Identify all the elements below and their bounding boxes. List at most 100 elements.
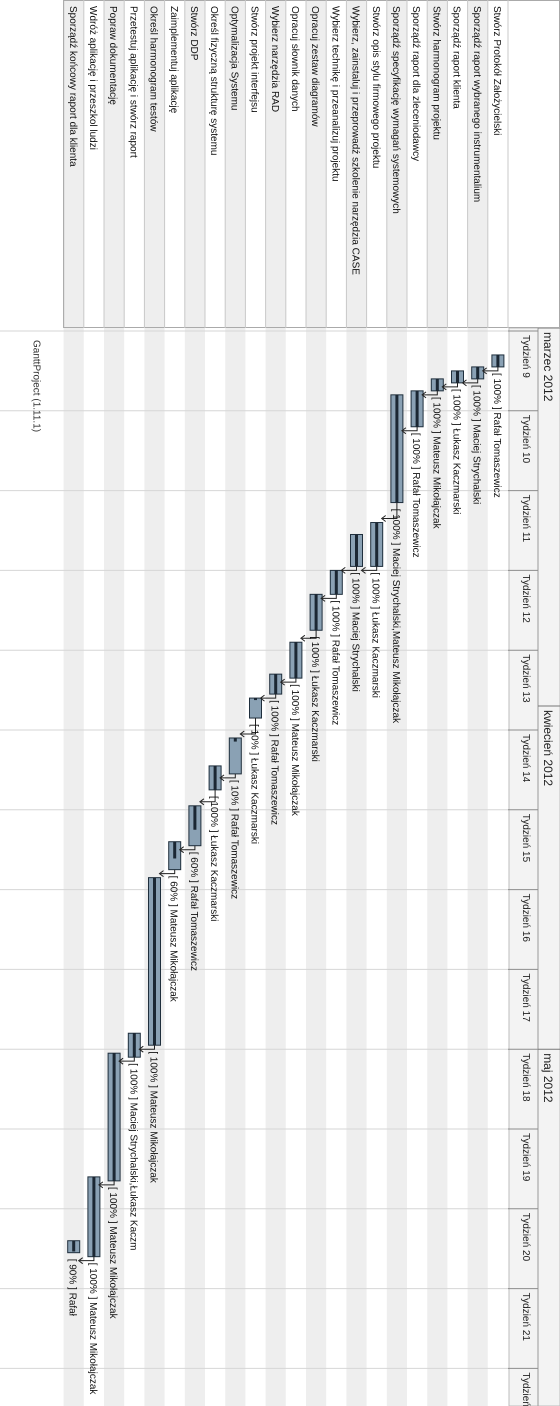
task-progress [274, 674, 278, 695]
row-stripe [184, 0, 205, 1406]
dependency-arrowhead [441, 383, 447, 391]
dependency-arrowhead [380, 515, 386, 522]
dependency-arrow [79, 1256, 95, 1262]
task-label: [ 100% ] Rafał Tomaszewicz [329, 600, 340, 725]
task-name: Wybierz technikę i przeanalizuj projektu [329, 6, 340, 182]
week-label: Tydzień 21 [520, 1293, 531, 1342]
task-progress [476, 366, 480, 379]
dependency-arrow [180, 845, 196, 851]
week-label: Tydzień 17 [520, 973, 531, 1022]
task-progress [112, 1053, 116, 1181]
task-name: Przetestuj aplikację i stwórz raport [127, 6, 138, 158]
task-progress [233, 737, 237, 742]
week-label: Tydzień 15 [520, 814, 531, 863]
task-label: [ 100% ] Mateusz Mikołajczak [107, 1187, 118, 1320]
dependency-arrowhead [138, 1045, 144, 1053]
task-name: Określ harmonogram testów [148, 6, 159, 132]
task-name: Sporządź specyfikację wymagań systemowyc… [390, 6, 401, 214]
task-label: [ 100% ] Maciej Strychalski,Łukasz Kaczm [127, 1063, 138, 1250]
task-name: Stwórz DDP [188, 6, 199, 61]
dependency-arrow [221, 773, 236, 779]
week-label: Tydzień 18 [520, 1053, 531, 1102]
task-bars [67, 354, 505, 1265]
dependency-arrowhead [421, 391, 427, 399]
week-label: Tydzień 9 [520, 335, 531, 378]
task-label: [ 100% ] Łukasz Kaczmarski [451, 389, 462, 515]
task-label: [ 60% ] Mateusz Mikołajczak [168, 876, 179, 1003]
dependency-arrow [342, 566, 357, 571]
task-bar [249, 697, 262, 719]
task-name: Wybierz narzędzia RAD [269, 6, 280, 112]
dependency-arrow [483, 366, 499, 372]
task-name: Sporządź raport dla zleceniodawcy [410, 6, 421, 161]
task-labels: [ 100% ] Rafał Tomaszewicz [ 100% ] Macie… [67, 373, 502, 1395]
dependency-arrowhead [360, 567, 366, 574]
task-name: Optymalizacja Systemu [228, 6, 239, 110]
task-name: Stwórz opis stylu firmowego projektu [370, 6, 381, 168]
week-label: Tydzień 19 [520, 1133, 531, 1182]
dependency-arrowhead [219, 774, 225, 782]
task-label: [ 100% ] Rafał Tomaszewicz [269, 700, 280, 825]
task-name: Stwórz Protokół Założycielski [491, 6, 502, 135]
dependency-arrow [140, 1045, 155, 1050]
grid-lines [0, 0, 508, 1369]
task-progress [153, 877, 156, 1046]
task-label: [ 60% ] Rafał Tomaszewicz [188, 852, 199, 971]
row-stripe [265, 0, 286, 1406]
month-label: marzec 2012 [541, 332, 555, 402]
row-stripe [305, 0, 327, 1406]
task-progress [92, 1176, 96, 1257]
dependency-arrowhead [199, 798, 205, 806]
dependency-arrowhead [158, 870, 164, 878]
task-label: [ 100% ] Rafał Tomaszewicz [491, 373, 502, 498]
task-name: Stwórz projekt interfejsu [249, 6, 260, 113]
row-stripe [346, 0, 367, 1406]
task-name: Stwórz harmonogram projektu [430, 6, 441, 140]
dependency-arrowhead [118, 1057, 124, 1065]
task-label: [ 10% ] Łukasz Kaczmarski [249, 724, 260, 844]
week-label: Tydzień 10 [520, 415, 531, 464]
row-stripe [225, 0, 246, 1406]
dependency-arrow [443, 382, 458, 388]
task-name: Wybierz, zainstaluj i przeprowadź szkole… [350, 6, 361, 275]
week-label: Tydzień 20 [520, 1213, 531, 1262]
month-label: kwiecień 2012 [541, 710, 555, 786]
dependency-arrowhead [239, 730, 245, 738]
task-progress [72, 1240, 76, 1252]
dependency-arrowhead [340, 567, 346, 574]
task-name: Sporządź raport wybranego instrumentaliu… [471, 6, 482, 202]
dependency-arrowhead [259, 694, 265, 702]
task-progress [375, 522, 379, 567]
dependency-arrow [281, 678, 297, 683]
task-label: [ 100% ] Mateusz Mikołajczak [87, 1263, 98, 1396]
footer-label: GanttProject (1.11.1) [31, 340, 42, 432]
dependency-arrowhead [77, 1257, 83, 1265]
dependency-arrow [382, 502, 398, 520]
dependency-arrow [241, 718, 256, 735]
task-progress [213, 765, 217, 790]
task-progress [294, 642, 298, 679]
task-progress [193, 805, 197, 830]
dependency-arrow [463, 378, 479, 384]
dependency-arrow [200, 789, 216, 803]
row-stripe [63, 0, 84, 1406]
task-progress [254, 698, 257, 701]
task-progress [496, 354, 500, 367]
row-stripe [386, 0, 407, 1406]
dependency-arrowhead [461, 379, 467, 387]
task-label: [ 100% ] Mateusz Mikołajczak [289, 684, 300, 817]
row-stripe [144, 0, 165, 1406]
month-label: maj 2012 [541, 1053, 555, 1103]
task-name: Opracuj zestaw diagramów [309, 6, 320, 127]
task-progress [334, 570, 338, 595]
dependency-arrowhead [320, 594, 326, 602]
task-progress [314, 594, 318, 631]
task-name-column: Stwórz Protokół Założycielski Sporządź ra… [63, 0, 560, 328]
task-progress [456, 370, 459, 383]
dependency-arrowhead [98, 1181, 104, 1189]
week-label: Tydzień [520, 1372, 531, 1406]
task-name: Opracuj słownik danych [289, 6, 300, 112]
